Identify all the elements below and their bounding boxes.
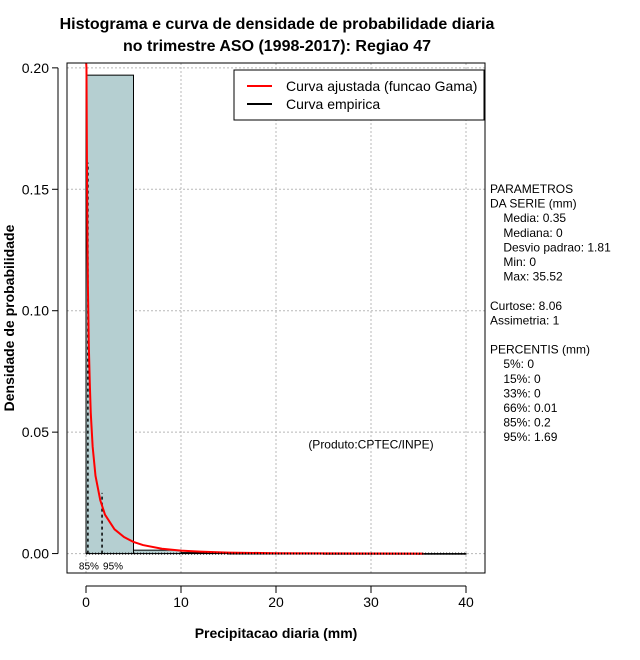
x-tick-label: 0 — [82, 594, 90, 610]
histogram-bar — [85, 74, 134, 555]
side-panel-line: Mediana: 0 — [490, 226, 563, 240]
x-tick-label: 30 — [363, 594, 379, 610]
percentile-marker-label: 95% — [103, 562, 123, 573]
y-tick-label: 0.15 — [22, 181, 49, 197]
fitted-gamma-curve — [85, 62, 424, 555]
chart-title: Histograma e curva de densidade de proba… — [60, 16, 495, 33]
x-tick-label: 40 — [458, 594, 474, 610]
x-tick-label: 10 — [173, 594, 189, 610]
y-tick-label: 0.20 — [22, 60, 49, 76]
side-panel-line: 66%: 0.01 — [490, 401, 558, 415]
credit-annotation: (Produto:CPTEC/INPE) — [308, 437, 433, 451]
side-panel-line: Desvio padrao: 1.81 — [490, 240, 611, 254]
legend: Curva ajustada (funcao Gama) Curva empir… — [233, 69, 485, 121]
legend-fit-label: Curva ajustada (funcao Gama) — [286, 78, 477, 94]
y-axis: 0.00 0.05 0.10 0.15 0.20 — [22, 60, 59, 562]
histogram-bar — [133, 549, 182, 555]
y-tick-label: 0.05 — [22, 424, 49, 440]
side-panel-line: 95%: 1.69 — [490, 430, 558, 444]
side-panel-line: DA SERIE (mm) — [490, 197, 577, 211]
side-panel-line: 5%: 0 — [490, 357, 534, 371]
side-panel-line: 85%: 0.2 — [490, 416, 551, 430]
y-tick-label: 0.10 — [22, 303, 49, 319]
side-panel-line: Media: 0.35 — [490, 211, 566, 225]
chart-subtitle: no trimestre ASO (1998-2017): Regiao 47 — [123, 38, 431, 55]
plot-frame — [66, 62, 486, 574]
density-curves — [85, 62, 466, 555]
legend-box — [233, 69, 485, 121]
side-panel-line: 15%: 0 — [490, 372, 541, 386]
side-panel-line: PARAMETROS — [490, 182, 573, 196]
x-tick-label: 20 — [268, 594, 284, 610]
grid — [67, 63, 485, 573]
side-panel-line: Min: 0 — [490, 255, 536, 269]
legend-empirical-label: Curva empirica — [286, 96, 380, 112]
side-panel-line: Assimetria: 1 — [490, 313, 560, 327]
side-panel-line: Curtose: 8.06 — [490, 299, 562, 313]
percentile-marker-label: 85% — [79, 562, 99, 573]
y-axis-title: Densidade de probabilidade — [1, 224, 17, 411]
side-panel-line: PERCENTIS (mm) — [490, 343, 590, 357]
x-axis-title: Precipitacao diaria (mm) — [195, 625, 358, 641]
side-panel-line: Max: 35.52 — [490, 270, 563, 284]
histogram-bars — [85, 74, 467, 555]
x-axis: 0 10 20 30 40 — [82, 585, 474, 610]
side-panel-line: 33%: 0 — [490, 386, 541, 400]
y-tick-label: 0.00 — [22, 546, 49, 562]
